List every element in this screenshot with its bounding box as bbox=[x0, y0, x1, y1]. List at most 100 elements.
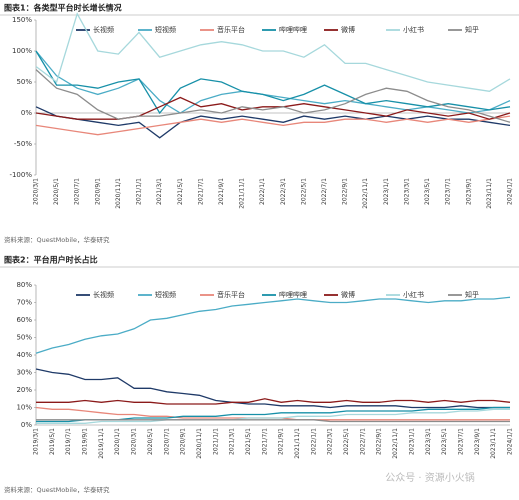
y-tick-label: 0% bbox=[21, 109, 32, 117]
x-tick-label: 2022/11/1 bbox=[392, 428, 399, 459]
series-line bbox=[35, 50, 511, 114]
x-tick-label: 2020/3/1 bbox=[33, 178, 40, 205]
legend-label: 小红书 bbox=[403, 290, 424, 299]
legend-label: 长视频 bbox=[93, 290, 114, 299]
x-tick-label: 2021/7/1 bbox=[261, 428, 268, 455]
x-tick-label: 2023/11/1 bbox=[490, 428, 497, 459]
legend-label: 短视频 bbox=[155, 290, 176, 299]
y-tick-label: 50% bbox=[16, 78, 32, 86]
legend-label: 知乎 bbox=[465, 290, 479, 299]
x-tick-label: 2019/9/1 bbox=[82, 428, 89, 455]
legend-label: 小红书 bbox=[403, 25, 424, 34]
series-line bbox=[35, 12, 511, 92]
x-tick-label: 2022/9/1 bbox=[376, 428, 383, 455]
x-tick-label: 2021/1/1 bbox=[136, 178, 143, 205]
y-tick-label: 80% bbox=[16, 281, 32, 289]
x-tick-label: 2024/1/1 bbox=[507, 178, 514, 205]
legend-label: 哔哩哔哩 bbox=[279, 290, 307, 299]
x-tick-label: 2020/5/1 bbox=[53, 178, 60, 205]
x-tick-label: 2020/5/1 bbox=[147, 428, 154, 455]
x-tick-label: 2022/1/1 bbox=[310, 428, 317, 455]
chart-title: 图表1：各类型平台时长增长情况 bbox=[4, 3, 122, 13]
series-line bbox=[36, 408, 510, 424]
y-tick-label: 50% bbox=[16, 334, 32, 342]
x-tick-label: 2021/7/1 bbox=[197, 178, 204, 205]
y-tick-label: 40% bbox=[16, 351, 32, 359]
legend-label: 微博 bbox=[341, 290, 355, 299]
y-tick-label: 10% bbox=[16, 404, 32, 412]
x-tick-label: 2021/3/1 bbox=[156, 178, 163, 205]
y-tick-label: 70% bbox=[16, 299, 32, 307]
x-tick-label: 2024/1/1 bbox=[507, 428, 514, 455]
x-tick-label: 2023/1/1 bbox=[383, 178, 390, 205]
x-tick-label: 2019/3/1 bbox=[33, 428, 40, 455]
x-tick-label: 2023/3/1 bbox=[425, 428, 432, 455]
series-line bbox=[35, 106, 511, 139]
x-tick-label: 2021/5/1 bbox=[245, 428, 252, 455]
legend-label: 哔哩哔哩 bbox=[279, 25, 307, 34]
x-tick-label: 2021/11/1 bbox=[239, 178, 246, 209]
x-tick-label: 2023/1/1 bbox=[408, 428, 415, 455]
y-tick-label: -100% bbox=[9, 171, 32, 179]
legend-label: 音乐平台 bbox=[217, 290, 245, 299]
x-tick-label: 2020/11/1 bbox=[115, 178, 122, 209]
x-tick-label: 2021/5/1 bbox=[177, 178, 184, 205]
x-tick-label: 2020/3/1 bbox=[131, 428, 138, 455]
series-line bbox=[36, 398, 511, 405]
x-tick-label: 2022/5/1 bbox=[343, 428, 350, 455]
series-line bbox=[35, 96, 511, 120]
legend-label: 微博 bbox=[341, 25, 355, 34]
x-tick-label: 2022/5/1 bbox=[300, 178, 307, 205]
x-tick-label: 2023/3/1 bbox=[403, 178, 410, 205]
x-tick-label: 2022/9/1 bbox=[342, 178, 349, 205]
legend-label: 知乎 bbox=[465, 25, 479, 34]
source-note: 资料来源：QuestMobile，华泰研究 bbox=[4, 235, 110, 244]
x-tick-label: 2019/7/1 bbox=[65, 428, 72, 455]
x-tick-label: 2021/9/1 bbox=[278, 428, 285, 455]
x-tick-label: 2022/7/1 bbox=[321, 178, 328, 205]
x-tick-label: 2020/11/1 bbox=[196, 428, 203, 459]
x-tick-label: 2021/9/1 bbox=[218, 178, 225, 205]
series-line bbox=[35, 368, 510, 409]
y-tick-label: 60% bbox=[16, 316, 32, 324]
x-tick-label: 2021/3/1 bbox=[229, 428, 236, 455]
x-tick-label: 2022/1/1 bbox=[259, 178, 266, 205]
x-tick-label: 2020/1/1 bbox=[114, 428, 121, 455]
legend-label: 短视频 bbox=[155, 25, 176, 34]
series-line bbox=[36, 419, 510, 423]
series-line bbox=[35, 69, 511, 123]
y-tick-label: 30% bbox=[16, 369, 32, 377]
x-tick-label: 2020/9/1 bbox=[94, 178, 101, 205]
y-tick-label: 100% bbox=[12, 47, 32, 55]
series-line bbox=[35, 296, 511, 354]
x-tick-label: 2019/11/1 bbox=[98, 428, 105, 459]
series-line bbox=[35, 115, 511, 136]
x-tick-label: 2023/5/1 bbox=[424, 178, 431, 205]
y-tick-label: 20% bbox=[16, 386, 32, 394]
x-tick-label: 2020/7/1 bbox=[74, 178, 81, 205]
x-tick-label: 2022/3/1 bbox=[280, 178, 287, 205]
x-tick-label: 2022/7/1 bbox=[359, 428, 366, 455]
x-tick-label: 2020/9/1 bbox=[180, 428, 187, 455]
source-note: 资料来源：QuestMobile，华泰研究 bbox=[4, 485, 110, 494]
x-tick-label: 2020/7/1 bbox=[163, 428, 170, 455]
x-tick-label: 2023/5/1 bbox=[441, 428, 448, 455]
watermark: 公众号 · 资源小火锅 bbox=[385, 471, 475, 484]
x-tick-label: 2019/5/1 bbox=[49, 428, 56, 455]
x-tick-label: 2023/7/1 bbox=[457, 428, 464, 455]
x-tick-label: 2023/9/1 bbox=[474, 428, 481, 455]
x-tick-label: 2021/11/1 bbox=[294, 428, 301, 459]
x-tick-label: 2022/11/1 bbox=[362, 178, 369, 209]
y-tick-label: -50% bbox=[14, 140, 32, 148]
x-tick-label: 2023/9/1 bbox=[465, 178, 472, 205]
x-tick-label: 2023/11/1 bbox=[486, 178, 493, 209]
y-tick-label: 0% bbox=[21, 421, 32, 429]
legend-label: 长视频 bbox=[93, 25, 114, 34]
series-line bbox=[35, 50, 511, 115]
x-tick-label: 2023/7/1 bbox=[445, 178, 452, 205]
legend-label: 音乐平台 bbox=[217, 25, 245, 34]
x-tick-label: 2022/3/1 bbox=[327, 428, 334, 455]
x-tick-label: 2021/1/1 bbox=[212, 428, 219, 455]
y-tick-label: 150% bbox=[12, 16, 32, 24]
